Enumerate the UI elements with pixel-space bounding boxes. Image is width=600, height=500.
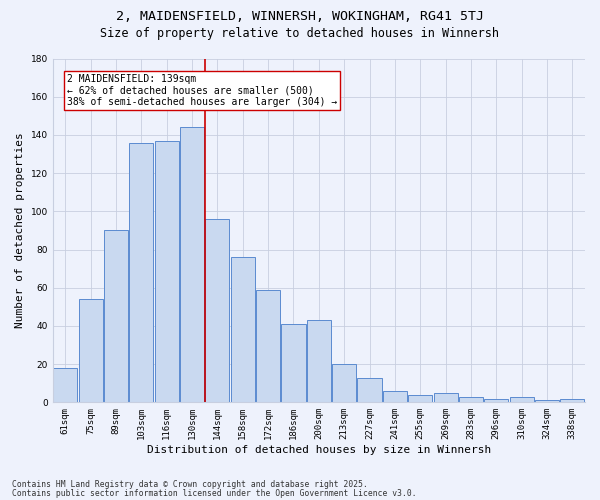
Bar [332,364,356,403]
Bar [205,219,229,402]
Text: 2 MAIDENSFIELD: 139sqm
← 62% of detached houses are smaller (500)
38% of semi-de: 2 MAIDENSFIELD: 139sqm ← 62% of detached… [67,74,337,107]
Bar [130,142,154,402]
Text: Contains public sector information licensed under the Open Government Licence v3: Contains public sector information licen… [12,489,416,498]
Bar [383,391,407,402]
Bar [408,394,432,402]
Y-axis label: Number of detached properties: Number of detached properties [15,132,25,328]
Bar [509,396,533,402]
Bar [180,128,204,402]
Bar [231,257,255,402]
Bar [79,299,103,403]
Text: 2, MAIDENSFIELD, WINNERSH, WOKINGHAM, RG41 5TJ: 2, MAIDENSFIELD, WINNERSH, WOKINGHAM, RG… [116,10,484,23]
Bar [53,368,77,402]
Bar [459,396,483,402]
Bar [434,393,458,402]
Bar [155,140,179,402]
X-axis label: Distribution of detached houses by size in Winnersh: Distribution of detached houses by size … [147,445,491,455]
Text: Size of property relative to detached houses in Winnersh: Size of property relative to detached ho… [101,28,499,40]
Bar [307,320,331,402]
Bar [104,230,128,402]
Text: Contains HM Land Registry data © Crown copyright and database right 2025.: Contains HM Land Registry data © Crown c… [12,480,368,489]
Bar [256,290,280,403]
Bar [358,378,382,402]
Bar [535,400,559,402]
Bar [281,324,305,402]
Bar [560,398,584,402]
Bar [484,398,508,402]
